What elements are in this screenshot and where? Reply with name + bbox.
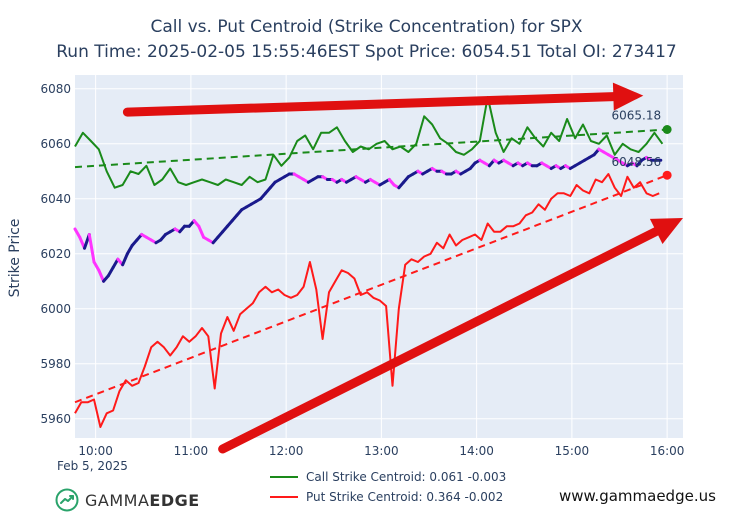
legend: Call Strike Centroid: 0.061 -0.003 Put S… <box>270 467 506 507</box>
trend-arrow-shaft <box>122 91 622 117</box>
put-end-label: 6048.56 <box>612 155 662 169</box>
put-centroid-line <box>74 173 660 428</box>
spot-price-segment <box>125 244 134 256</box>
legend-item-call[interactable]: Call Strike Centroid: 0.061 -0.003 <box>270 467 506 487</box>
legend-item-put[interactable]: Put Strike Centroid: 0.364 -0.002 <box>270 487 506 507</box>
y-axis-label: Strike Price <box>7 218 23 298</box>
call-trendline <box>74 128 668 169</box>
y-tick-label: 6020 <box>40 247 71 261</box>
spot-price-segment <box>87 233 96 264</box>
call-centroid-line <box>74 96 664 189</box>
gammaedge-logo-icon <box>55 488 79 512</box>
y-tick-label: 6000 <box>40 302 71 316</box>
legend-swatch-put <box>270 496 298 498</box>
chart-title: Call vs. Put Centroid (Strike Concentrat… <box>150 17 583 37</box>
x-tick-label: 10:00 <box>78 444 113 458</box>
trend-arrow-head <box>649 218 683 244</box>
y-tick-label: 6080 <box>40 82 71 96</box>
put-end-marker <box>662 170 672 180</box>
x-tick-label: 11:00 <box>174 444 209 458</box>
spot-price-segment <box>97 268 106 283</box>
x-tick-label: 12:00 <box>269 444 304 458</box>
spot-price-segment <box>92 260 101 272</box>
spot-price-segment <box>73 227 82 239</box>
trend-arrow-head <box>612 82 644 111</box>
brand-logo: GAMMAEDGE <box>55 488 200 512</box>
x-tick-label: 16:00 <box>650 444 685 458</box>
x-tick-label: 15:00 <box>555 444 590 458</box>
y-tick-label: 6060 <box>40 137 71 151</box>
spot-price-segment <box>106 266 115 278</box>
legend-label-put: Put Strike Centroid: 0.364 -0.002 <box>306 490 504 504</box>
brand-name: GAMMAEDGE <box>85 490 200 510</box>
y-tick-label: 5980 <box>40 357 71 371</box>
trend-arrow-shaft <box>218 225 665 454</box>
annotation-layer <box>122 82 683 454</box>
legend-label-call: Call Strike Centroid: 0.061 -0.003 <box>306 470 507 484</box>
x-tick-label: 13:00 <box>364 444 399 458</box>
spot-price-segment <box>111 257 120 269</box>
series-layer: 6065.18 6048.56 <box>73 96 672 428</box>
x-axis-ticks: 10:00 11:00 12:00 13:00 14:00 15:00 16:00 <box>78 444 684 458</box>
website-url: www.gammaedge.us <box>559 487 716 505</box>
x-tick-label: 14:00 <box>459 444 494 458</box>
plot-area <box>75 75 683 438</box>
legend-swatch-call <box>270 476 298 478</box>
spot-price-segment <box>121 252 129 267</box>
y-tick-label: 6040 <box>40 192 71 206</box>
call-end-marker <box>662 125 672 135</box>
x-axis-date-label: Feb 5, 2025 <box>57 459 128 473</box>
call-end-label: 6065.18 <box>612 109 662 123</box>
chart-subtitle: Run Time: 2025-02-05 15:55:46EST Spot Pr… <box>56 42 677 62</box>
y-tick-label: 5960 <box>40 412 71 426</box>
spot-price-segment <box>197 224 206 239</box>
put-trendline <box>74 174 668 404</box>
y-axis-ticks: 5960 5980 6000 6020 6040 6060 6080 <box>40 82 71 426</box>
